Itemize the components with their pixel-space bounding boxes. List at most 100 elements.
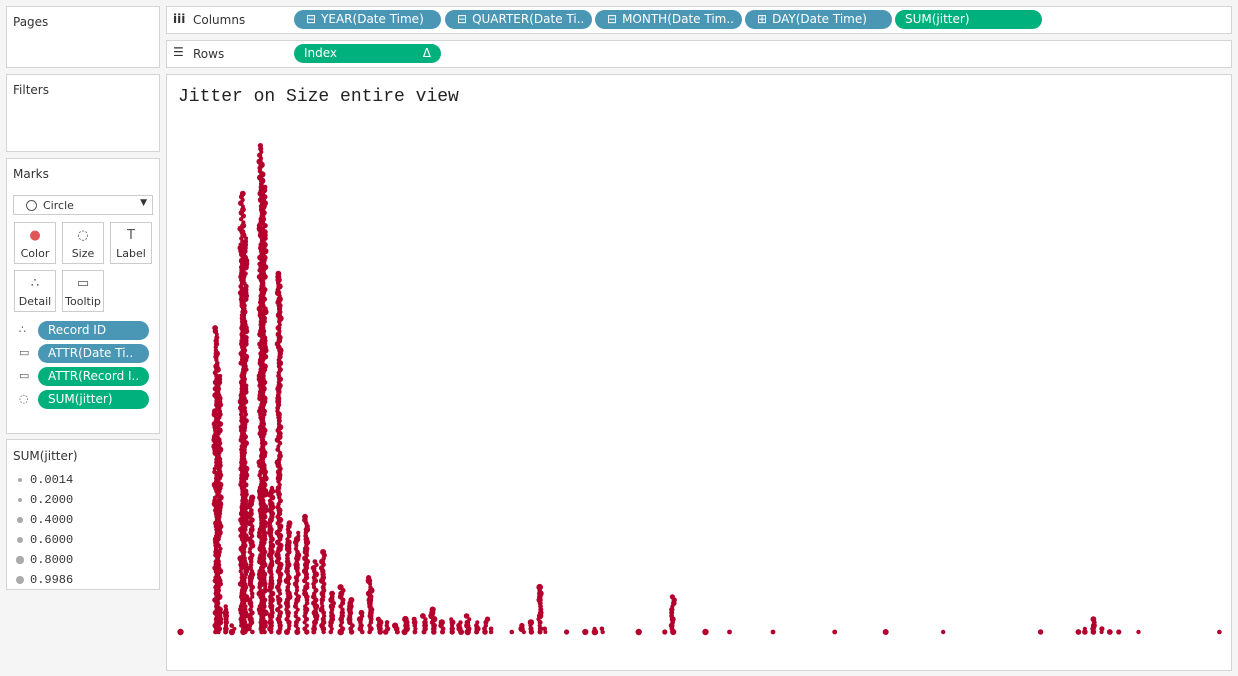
mark-dot[interactable] [519,622,525,629]
mark-dot[interactable] [247,597,253,603]
mark-dot[interactable] [1037,629,1044,635]
mark-dot[interactable] [275,447,281,452]
mark-dot[interactable] [217,376,223,382]
mark-dot[interactable] [278,450,283,455]
mark-dot[interactable] [249,591,255,596]
mark-dot[interactable] [662,629,668,635]
mark-dot[interactable] [212,495,218,500]
mark-dot[interactable] [239,572,245,577]
mark-dot[interactable] [242,556,247,561]
row-pill[interactable]: Index Δ [294,44,441,63]
mark-dot[interactable] [320,549,327,555]
mark-dot[interactable] [475,620,480,625]
mark-dot[interactable] [239,190,246,197]
mark-dot[interactable] [248,571,256,578]
mark-dot[interactable] [294,588,300,593]
mark-dot[interactable] [260,328,267,334]
mark-dot[interactable] [217,411,223,418]
mark-dot[interactable] [304,600,310,606]
mark-dot[interactable] [402,615,409,623]
mark-dot[interactable] [302,513,308,520]
mark-dot[interactable] [368,585,373,590]
mark-dot[interactable] [244,383,249,388]
mark-dot[interactable] [213,348,219,353]
mark-dot[interactable] [527,619,535,626]
mark-dot[interactable] [240,395,247,402]
mark-dot[interactable] [727,629,732,635]
mark-dot[interactable] [536,583,543,591]
mark-dot[interactable] [250,594,255,599]
mark-dot[interactable] [293,561,300,568]
mark-dot[interactable] [384,620,390,625]
mark-dot[interactable] [882,629,889,635]
mark-dot[interactable] [275,594,280,599]
mark-dot[interactable] [260,462,267,469]
mark-dot[interactable] [582,628,589,636]
mark-dot[interactable] [243,271,248,276]
mark-dot[interactable] [243,239,249,245]
mark-dot[interactable] [488,629,494,635]
mark-dot[interactable] [250,629,255,635]
mark-dot[interactable] [277,453,283,459]
mark-dot[interactable] [240,206,246,213]
mark-dot[interactable] [564,629,570,635]
mark-dot[interactable] [599,626,605,632]
mark-dot[interactable] [240,478,247,485]
mark-dot[interactable] [463,613,470,619]
mark-dot[interactable] [286,520,293,527]
mark-dot[interactable] [420,613,426,619]
mark-dot[interactable] [542,626,547,632]
mark-dot[interactable] [1090,616,1097,623]
marks-pill[interactable]: ATTR(Date Ti.. [38,344,149,363]
mark-dot[interactable] [242,281,247,286]
mark-dot[interactable] [304,623,309,628]
mark-button[interactable]: T Label [110,222,152,264]
mark-dot[interactable] [215,434,220,439]
mark-dot[interactable] [262,338,268,344]
mark-dot[interactable] [303,533,309,539]
mark-dot[interactable] [296,530,301,535]
column-pill[interactable]: SUM(jitter) [895,10,1042,29]
mark-dot[interactable] [337,584,344,591]
mark-dot[interactable] [177,628,184,636]
mark-button[interactable]: ◌ Size [62,222,104,264]
column-pill[interactable]: ⊟ YEAR(Date Time) [294,10,441,29]
mark-dot[interactable] [242,450,247,456]
mark-dot[interactable] [215,540,220,545]
mark-dot[interactable] [261,438,265,442]
mark-dot[interactable] [1217,629,1222,635]
mark-dot[interactable] [320,604,325,609]
mark-dot[interactable] [212,466,217,471]
mark-dot[interactable] [275,607,281,613]
mark-dot[interactable] [669,594,675,600]
mark-dot[interactable] [215,604,220,609]
mark-dot[interactable] [214,335,220,341]
mark-dot[interactable] [260,392,266,398]
mark-dot[interactable] [348,597,355,603]
mark-dot[interactable] [302,626,308,632]
mark-button[interactable]: ▭ Tooltip [62,270,104,312]
mark-dot[interactable] [229,623,234,628]
mark-dot[interactable] [1075,629,1082,635]
mark-dot[interactable] [217,616,224,623]
mark-dot[interactable] [257,143,263,149]
column-pill[interactable]: ⊟ QUARTER(Date Ti.. [445,10,592,29]
mark-dot[interactable] [269,485,275,491]
mark-dot[interactable] [438,619,445,626]
marks-pill[interactable]: ATTR(Record I.. [38,367,149,386]
mark-dot[interactable] [262,184,268,190]
mark-dot[interactable] [275,270,282,277]
mark-dot[interactable] [1082,629,1088,635]
mark-dot[interactable] [358,609,365,616]
filters-panel[interactable]: Filters [6,74,160,152]
mark-dot[interactable] [294,591,299,596]
mark-dot[interactable] [260,216,267,223]
mark-dot[interactable] [232,626,237,631]
mark-dot[interactable] [392,622,399,629]
mark-dot[interactable] [212,325,218,331]
mark-dot[interactable] [242,575,247,580]
mark-type-dropdown[interactable]: Circle ▼ [13,195,153,215]
mark-dot[interactable] [375,616,381,622]
mark-dot[interactable] [261,325,266,331]
mark-dot[interactable] [293,610,299,615]
